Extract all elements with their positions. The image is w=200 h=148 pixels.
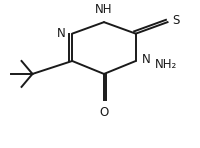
Text: S: S (172, 14, 180, 27)
Text: N: N (142, 53, 150, 66)
Text: NH₂: NH₂ (155, 58, 177, 71)
Text: O: O (99, 106, 109, 119)
Text: NH: NH (95, 3, 113, 16)
Text: N: N (57, 27, 66, 40)
